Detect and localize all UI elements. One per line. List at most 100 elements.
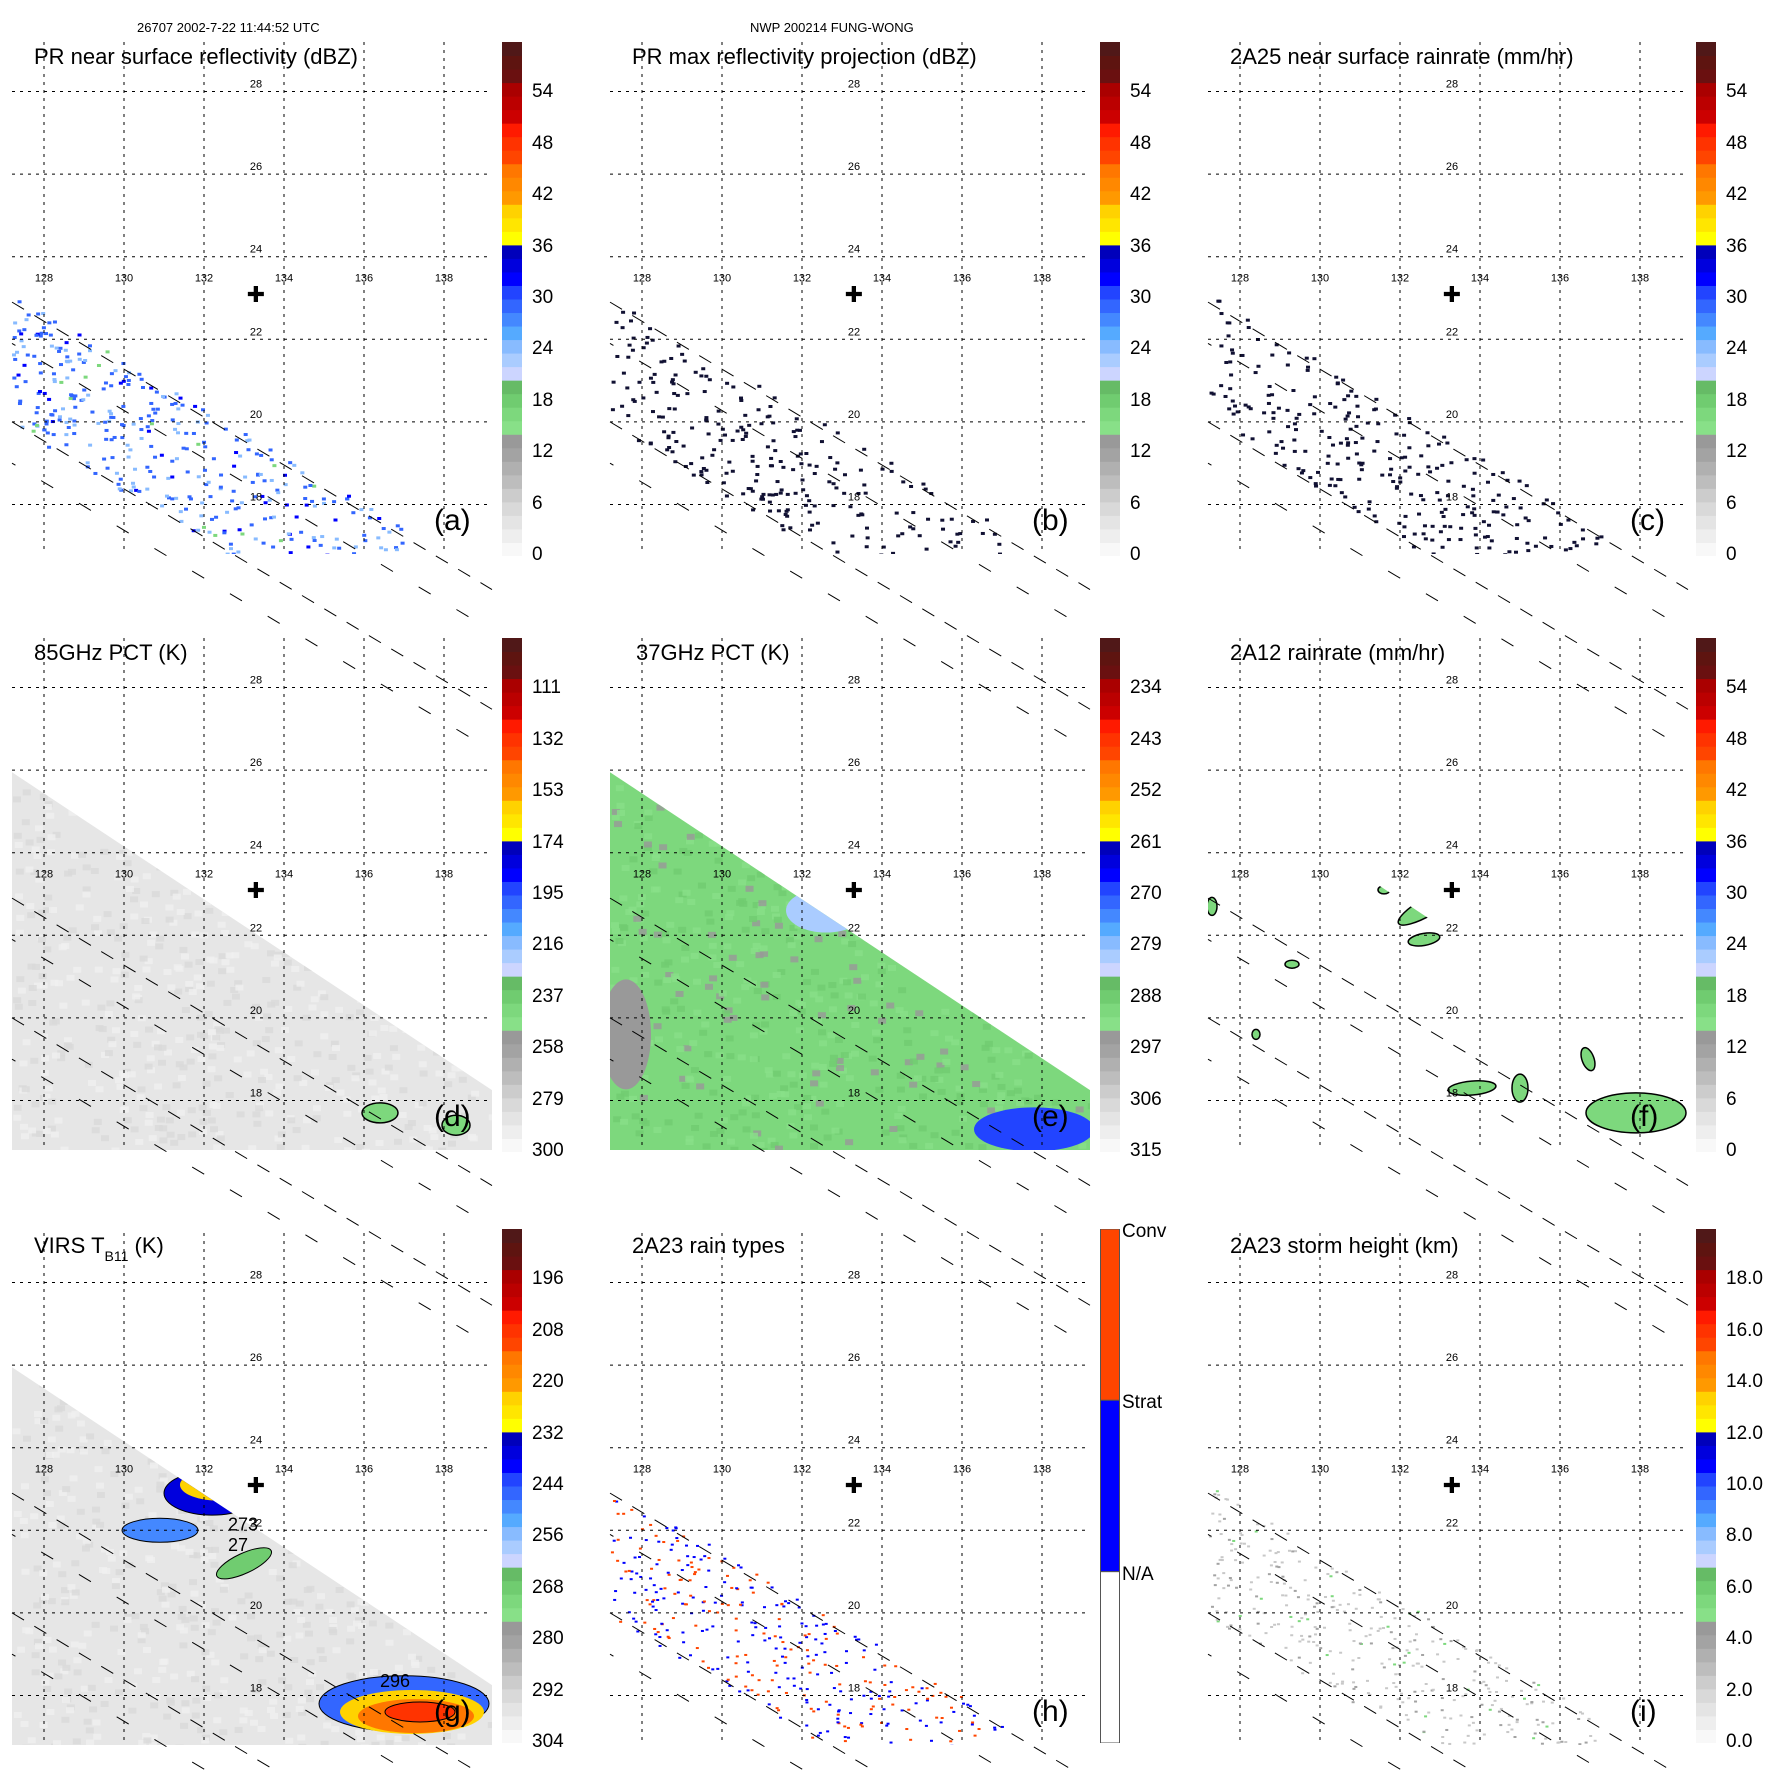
rain-pixel: [1461, 484, 1466, 488]
rain-pixel: [1462, 1646, 1466, 1649]
rain-pixel: [184, 431, 189, 435]
rain-area: [1585, 1092, 1687, 1134]
colorbar: [1696, 1229, 1716, 1744]
rain-pixel: [1226, 1584, 1230, 1587]
rain-pixel: [701, 367, 706, 371]
colorbar-tick-label: 270: [1130, 883, 1162, 904]
rain-pixel: [822, 423, 827, 427]
rain-pixel: [213, 533, 218, 537]
colorbar-swatch: [502, 746, 522, 761]
rain-pixel: [1495, 1690, 1499, 1693]
rain-pixel: [121, 404, 126, 408]
rain-pixel: [874, 1643, 878, 1646]
latitude-label: 18: [250, 1087, 262, 1099]
rain-pixel: [1291, 1550, 1295, 1553]
rain-pixel: [1549, 544, 1554, 548]
rain-pixel: [1269, 1580, 1273, 1583]
rain-pixel: [880, 467, 885, 471]
rain-pixel: [1558, 522, 1563, 526]
rain-pixel: [125, 443, 130, 447]
rain-pixel: [665, 1629, 669, 1632]
rain-pixel: [681, 1631, 685, 1634]
colorbar-swatch: [1696, 1472, 1716, 1487]
longitude-label: 134: [275, 1463, 293, 1475]
rain-pixel: [731, 385, 736, 389]
colorbar-swatch: [502, 1097, 522, 1112]
pr-swath-edge: [1207, 1653, 1405, 1771]
latitude-label: 26: [1446, 757, 1458, 769]
rain-pixel: [666, 436, 671, 440]
colorbar-swatch: [1696, 949, 1716, 964]
rain-pixel: [109, 438, 114, 442]
colorbar-swatch: [502, 163, 522, 178]
rain-pixel: [145, 425, 150, 429]
rain-pixel: [1218, 1520, 1222, 1523]
colorbar-swatch: [1100, 1030, 1120, 1045]
rain-pixel: [1519, 1689, 1523, 1692]
colorbar-swatch: [502, 271, 522, 286]
rain-pixel: [1458, 538, 1463, 542]
rain-pixel: [707, 1569, 711, 1572]
rain-pixel: [1420, 1665, 1424, 1668]
rain-pixel: [633, 1556, 637, 1559]
colorbar-swatch: [502, 638, 522, 653]
latitude-label: 22: [848, 1517, 860, 1529]
colorbar-swatch: [502, 190, 522, 205]
colorbar-swatch: [1696, 1715, 1716, 1730]
colorbar-swatch: [1100, 1043, 1120, 1058]
rain-pixel: [1443, 1642, 1447, 1645]
colorbar-swatch: [502, 55, 522, 70]
colorbar-swatch: [502, 719, 522, 734]
rain-pixel: [670, 450, 675, 454]
rain-pixel: [730, 1586, 734, 1589]
rain-pixel: [77, 357, 82, 361]
rain-pixel: [170, 459, 175, 463]
colorbar-swatch: [502, 1526, 522, 1541]
rain-pixel: [204, 421, 209, 425]
rain-pixel: [889, 1741, 893, 1744]
colorbar-swatch: [1696, 854, 1716, 869]
rain-pixel: [26, 313, 31, 317]
rain-pixel: [887, 1695, 891, 1698]
rain-pixel: [117, 487, 122, 491]
rain-pixel: [1322, 1626, 1326, 1629]
rain-pixel: [1504, 1679, 1508, 1682]
longitude-label: 132: [1391, 272, 1409, 284]
rain-pixel: [1273, 451, 1278, 455]
rain-pixel: [1252, 1607, 1256, 1610]
colorbar-swatch: [1100, 827, 1120, 842]
longitude-label: 138: [435, 272, 453, 284]
rain-pixel: [1379, 1705, 1383, 1708]
rain-pixel: [746, 1670, 750, 1673]
rain-pixel: [71, 397, 76, 401]
colorbar-swatch: [1100, 840, 1120, 855]
rain-pixel: [777, 1686, 781, 1689]
rain-pixel: [57, 349, 62, 353]
rain-pixel: [35, 406, 40, 410]
rain-pixel: [1413, 1690, 1417, 1693]
rain-pixel: [701, 466, 706, 470]
colorbar-swatch: [1696, 217, 1716, 232]
colorbar-tick-label: 132: [532, 728, 564, 750]
rain-pixel: [1443, 507, 1448, 511]
rain-pixel: [109, 415, 114, 419]
rain-pixel: [1277, 1566, 1281, 1569]
rain-pixel: [654, 1534, 658, 1537]
rain-pixel: [763, 1639, 767, 1642]
colorbar-swatch: [502, 651, 522, 666]
rain-pixel: [1449, 461, 1454, 465]
rain-pixel: [724, 471, 729, 475]
rain-pixel: [1215, 1618, 1219, 1621]
rain-pixel: [701, 1609, 705, 1612]
rain-pixel: [278, 539, 283, 543]
rain-pixel: [64, 433, 69, 437]
rain-pixel: [632, 311, 637, 315]
colorbar-swatch: [1696, 420, 1716, 435]
rain-pixel: [36, 391, 41, 395]
colorbar-tick-label: 48: [1130, 132, 1152, 154]
rain-pixel: [1226, 1498, 1230, 1501]
rain-pixel: [1349, 389, 1354, 393]
rain-pixel: [1262, 1524, 1266, 1527]
rain-pixel: [925, 1687, 929, 1690]
colorbar-swatch: [1696, 1621, 1716, 1636]
